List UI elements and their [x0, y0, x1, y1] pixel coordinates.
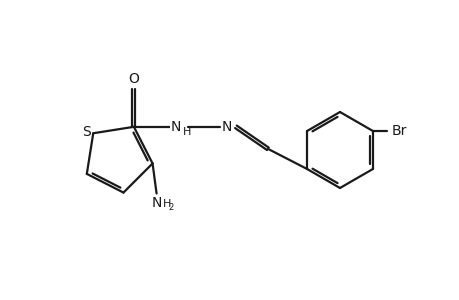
Text: H: H	[162, 200, 171, 209]
Text: N: N	[170, 120, 181, 134]
Text: 2: 2	[168, 203, 174, 212]
Text: O: O	[128, 72, 139, 86]
Text: N: N	[221, 120, 232, 134]
Text: N: N	[151, 196, 162, 211]
Text: H: H	[183, 127, 191, 137]
Text: S: S	[82, 125, 90, 139]
Text: Br: Br	[390, 124, 406, 138]
